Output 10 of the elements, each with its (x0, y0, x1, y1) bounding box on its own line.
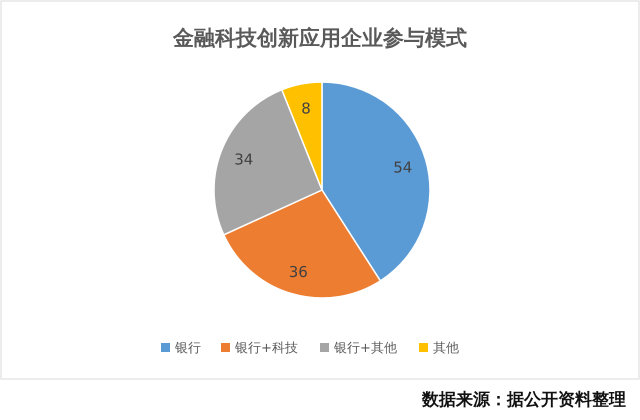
chart-title: 金融科技创新应用企业参与模式 (172, 26, 467, 50)
data-label: 36 (288, 262, 308, 281)
data-label: 54 (393, 158, 412, 176)
legend-label: 银行+其他 (333, 341, 397, 356)
source-note: 数据来源：据公开资料整理 (421, 390, 626, 410)
data-label: 8 (301, 99, 311, 118)
legend-label: 银行 (174, 341, 201, 356)
legend-label: 银行+科技 (234, 341, 298, 356)
data-label: 34 (234, 150, 254, 169)
legend-label: 其他 (433, 341, 459, 356)
